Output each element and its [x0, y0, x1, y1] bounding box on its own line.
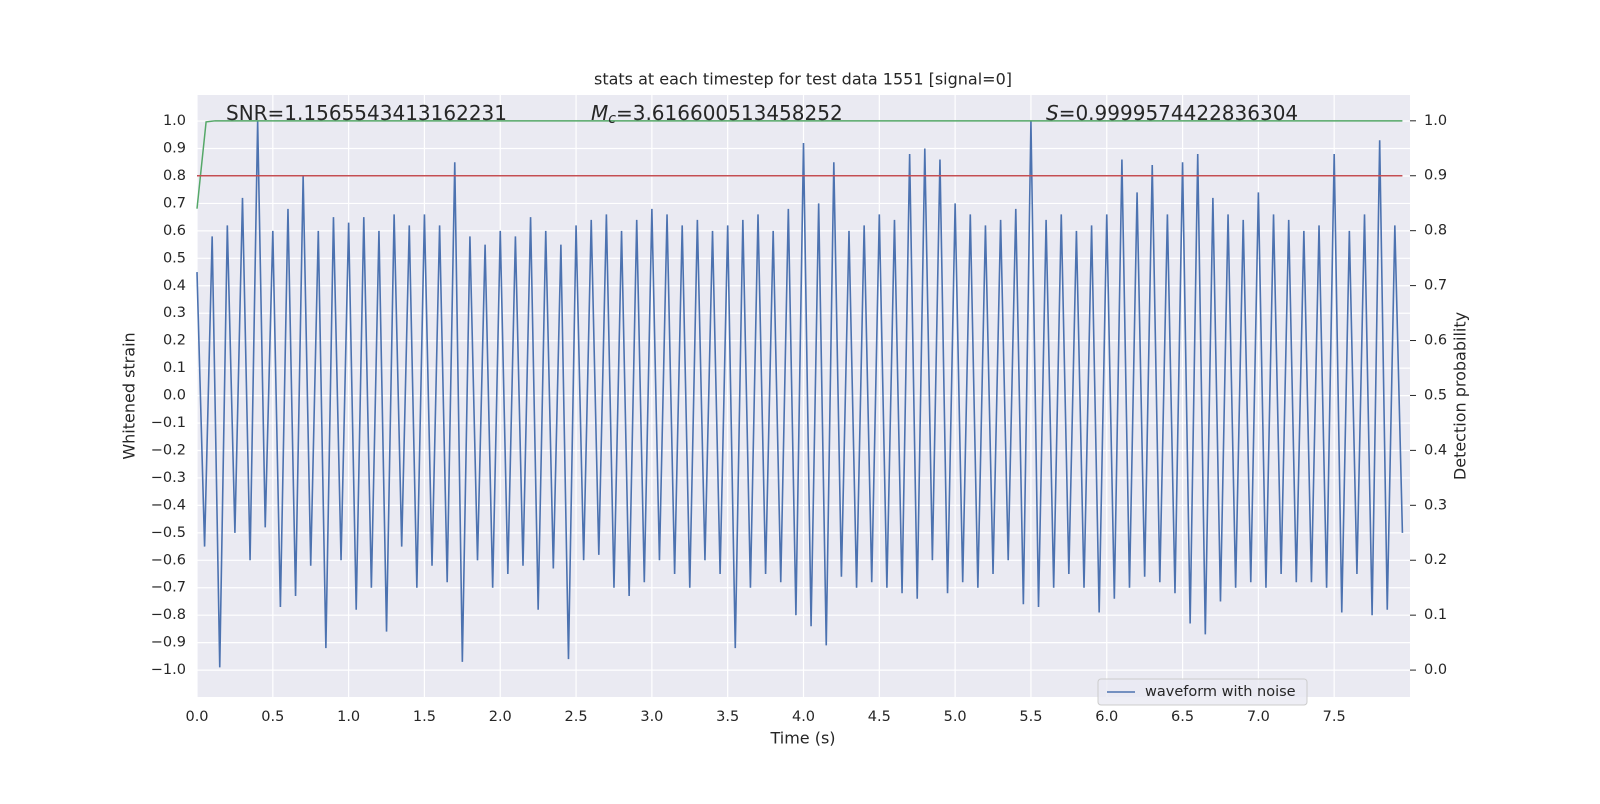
y-tick-label: −0.4 — [151, 497, 186, 513]
x-tick-label: 2.0 — [489, 709, 512, 725]
y-tick-label: 0.0 — [163, 388, 186, 404]
annotation: S=0.9999574422836304 — [1046, 101, 1298, 125]
chart-title: stats at each timestep for test data 155… — [594, 70, 1012, 89]
y-tick-label: 0.9 — [163, 141, 186, 157]
y-tick-label: 0.8 — [163, 168, 186, 184]
x-axis-label: Time (s) — [769, 729, 835, 748]
y-tick-label: 0.2 — [163, 333, 186, 349]
y2-tick-label: 0.0 — [1424, 662, 1447, 678]
x-tick-label: 0.5 — [261, 709, 284, 725]
y-tick-label: 1.0 — [163, 113, 186, 129]
y2-tick-label: 1.0 — [1424, 113, 1447, 129]
y-tick-label: −0.9 — [151, 635, 186, 651]
x-tick-label: 3.0 — [640, 709, 663, 725]
y2-axis-label: Detection probability — [1451, 312, 1470, 480]
series-line — [196, 121, 1404, 668]
y2-tick-label: 0.1 — [1424, 607, 1447, 623]
y2-tick-label: 0.3 — [1424, 497, 1447, 513]
x-tick-label: 2.5 — [565, 709, 588, 725]
y2-tick-label: 0.4 — [1424, 442, 1447, 458]
x-tick-label: 7.5 — [1323, 709, 1346, 725]
y2-tick-label: 0.2 — [1424, 552, 1447, 568]
y-tick-label: 0.6 — [163, 223, 186, 239]
x-tick-label: 5.5 — [1019, 709, 1042, 725]
y2-tick-label: 0.9 — [1424, 168, 1447, 184]
x-tick-label: 6.5 — [1171, 709, 1194, 725]
x-tick-label: 3.5 — [716, 709, 739, 725]
y-tick-label: 0.4 — [163, 278, 186, 294]
series-line — [196, 120, 1403, 209]
y-tick-label: −0.8 — [151, 607, 186, 623]
annotation-symbol: S — [1046, 101, 1059, 125]
legend-box — [1097, 678, 1308, 706]
x-tick-label: 4.0 — [792, 709, 815, 725]
y-tick-label: 0.3 — [163, 305, 186, 321]
y-tick-label: −0.6 — [151, 552, 186, 568]
annotation-text: =0.9999574422836304 — [1059, 101, 1298, 125]
annotation: Mc=3.616600513458252 — [591, 101, 843, 128]
x-tick-label: 1.0 — [337, 709, 360, 725]
y2-tick-label: 0.5 — [1424, 387, 1447, 403]
annotation: SNR=1.1565543413162231 — [226, 101, 507, 125]
annotation-text: =3.616600513458252 — [616, 101, 843, 125]
y-tick-label: 0.5 — [163, 250, 186, 266]
y2-tick-label: 0.8 — [1424, 223, 1447, 239]
annotation-text: SNR=1.1565543413162231 — [226, 101, 507, 125]
y2-tick-label: 0.6 — [1424, 333, 1447, 349]
y-tick-label: −0.7 — [151, 580, 186, 596]
y-tick-label: −0.5 — [151, 525, 186, 541]
y-axis-label: Whitened strain — [120, 332, 139, 459]
y-tick-label: −0.1 — [151, 415, 186, 431]
x-tick-label: 7.0 — [1247, 709, 1270, 725]
x-tick-label: 5.0 — [944, 709, 967, 725]
y-tick-label: 0.1 — [163, 360, 186, 376]
x-tick-label: 1.5 — [413, 709, 436, 725]
y-tick-label: −0.2 — [151, 442, 186, 458]
y-tick-label: −1.0 — [151, 662, 186, 678]
y2-tick-label: 0.7 — [1424, 278, 1447, 294]
y-tick-label: 0.7 — [163, 195, 186, 211]
annotation-subscript: c — [608, 111, 616, 127]
x-tick-label: 6.0 — [1095, 709, 1118, 725]
x-tick-label: 4.5 — [868, 709, 891, 725]
legend-label: waveform with noise — [1145, 684, 1296, 700]
annotation-symbol: M — [591, 101, 608, 125]
x-tick-label: 0.0 — [185, 709, 208, 725]
y-tick-label: −0.3 — [151, 470, 186, 486]
